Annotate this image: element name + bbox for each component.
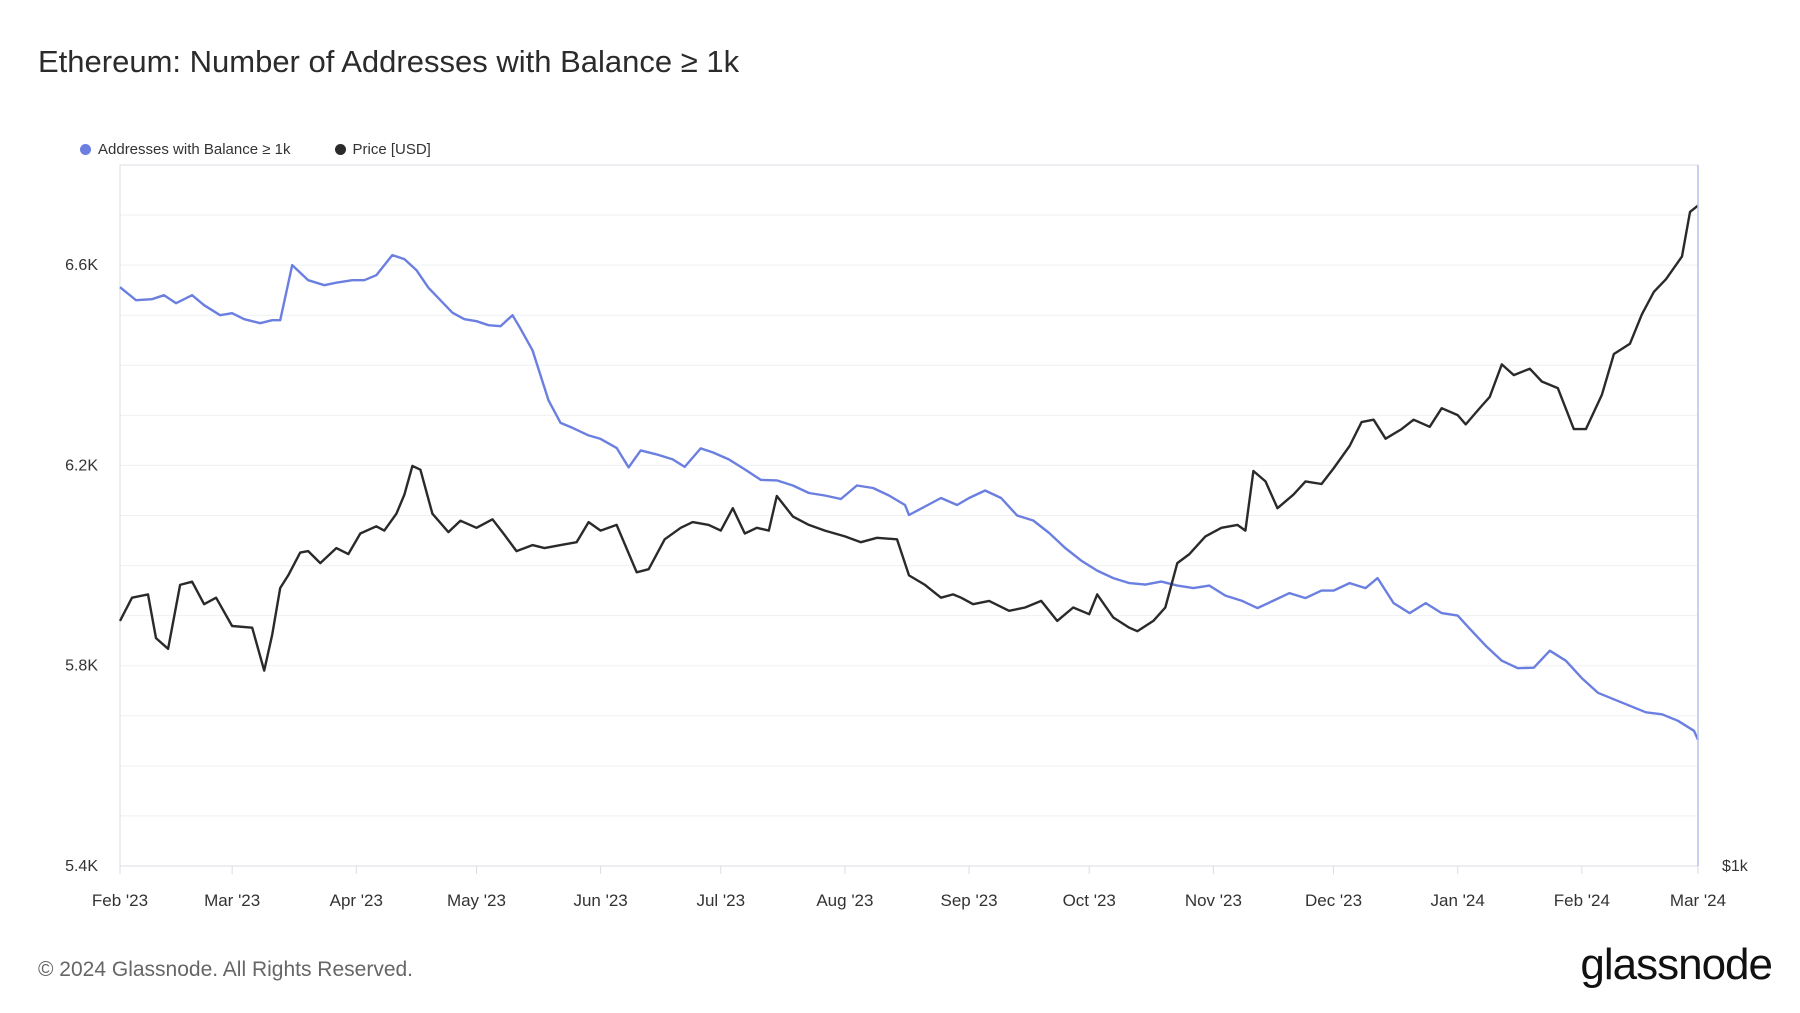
legend: Addresses with Balance ≥ 1k Price [USD] (80, 141, 431, 158)
x-tick-label: Aug '23 (816, 891, 873, 910)
x-tick-label: Jan '24 (1431, 891, 1485, 910)
addresses-series-line (119, 253, 1700, 741)
y-tick-label: 5.4K (65, 858, 98, 875)
x-tick-label: Mar '23 (204, 891, 260, 910)
x-tick-label: Jul '23 (696, 891, 745, 910)
x-tick-label: Jun '23 (573, 891, 627, 910)
addresses-legend-dot (80, 144, 91, 155)
price-series-line (118, 204, 1699, 672)
x-tick-label: Apr '23 (330, 891, 383, 910)
copyright-footer: © 2024 Glassnode. All Rights Reserved. (38, 958, 414, 981)
x-tick-label: Nov '23 (1185, 891, 1242, 910)
legend-label-addresses: Addresses with Balance ≥ 1k (98, 141, 291, 158)
x-tick-label: Mar '24 (1670, 891, 1726, 910)
x-tick-label: Feb '23 (92, 891, 148, 910)
x-tick-label: Dec '23 (1305, 891, 1362, 910)
chart-title: Ethereum: Number of Addresses with Balan… (38, 44, 740, 79)
legend-item-price[interactable]: Price [USD] (334, 141, 431, 158)
x-tick-label: Sep '23 (941, 891, 998, 910)
x-tick-label: May '23 (447, 891, 506, 910)
y-tick-label: 5.8K (65, 658, 98, 675)
glassnode-logo: glassnode (1580, 940, 1773, 989)
x-tick-label: Feb '24 (1554, 891, 1610, 910)
legend-item-addresses[interactable]: Addresses with Balance ≥ 1k (80, 141, 291, 158)
y-right-tick-label: $1k (1722, 858, 1749, 875)
y-tick-label: 6.2K (65, 457, 98, 474)
price-legend-dot (334, 144, 346, 155)
x-tick-label: Oct '23 (1063, 891, 1116, 910)
legend-label-price: Price [USD] (352, 141, 431, 158)
y-tick-label: 6.6K (65, 257, 98, 274)
